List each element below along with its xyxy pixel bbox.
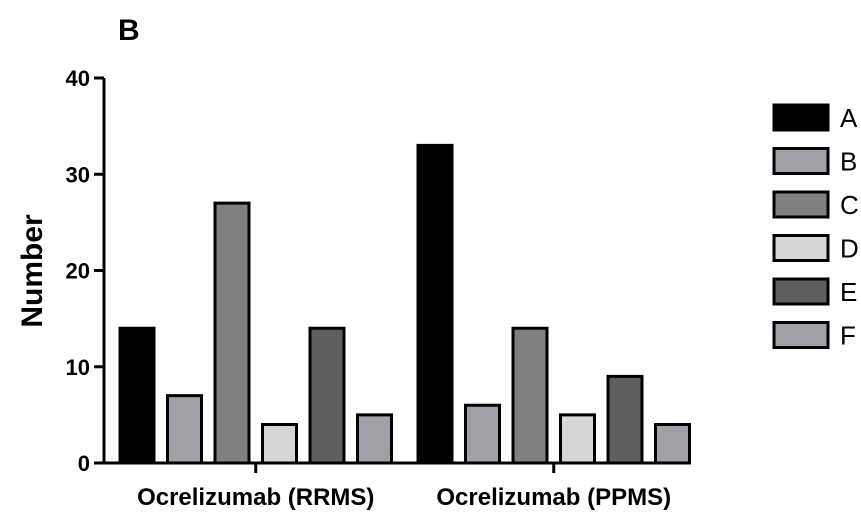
legend-swatch-D (772, 234, 830, 262)
legend-label: E (840, 277, 857, 307)
legend-label: A (840, 103, 858, 133)
y-tick-label: 30 (66, 162, 90, 187)
bar-E-ppms (606, 374, 644, 465)
legend-label: F (840, 321, 856, 351)
legend-label: D (840, 234, 859, 264)
bar-F-ppms (654, 423, 691, 465)
bar-D-ppms (559, 413, 596, 465)
panel-label: B (118, 14, 140, 47)
legend-swatch-E (772, 277, 830, 306)
bar-B-ppms (464, 403, 501, 465)
y-tick-label: 10 (66, 355, 90, 380)
legend-swatch-A (772, 103, 830, 132)
legend-swatch-B (772, 147, 830, 175)
x-axis-labels: Ocrelizumab (RRMS) Ocrelizumab (PPMS) (137, 484, 671, 511)
bar-E-rrms (308, 326, 346, 465)
y-tick-label: 20 (66, 259, 90, 284)
bar-C-ppms (511, 326, 549, 465)
x-category-label: Ocrelizumab (RRMS) (137, 484, 374, 511)
legend-swatch-C (772, 190, 830, 219)
legend-label: C (840, 190, 859, 220)
bar-F-rrms (356, 413, 393, 465)
legend-swatch-F (772, 321, 830, 349)
bar-B-rrms (166, 394, 203, 465)
legend-label: B (840, 147, 857, 177)
bar-A-ppms (416, 143, 454, 465)
y-axis-title: Number (16, 214, 49, 328)
bar-D-rrms (261, 423, 298, 465)
bar-A-rrms (118, 326, 156, 465)
y-tick-label: 0 (78, 451, 90, 476)
bar-C-rrms (213, 201, 251, 465)
x-category-label: Ocrelizumab (PPMS) (436, 484, 671, 511)
bars (118, 143, 691, 465)
y-tick-label: 40 (66, 66, 90, 91)
